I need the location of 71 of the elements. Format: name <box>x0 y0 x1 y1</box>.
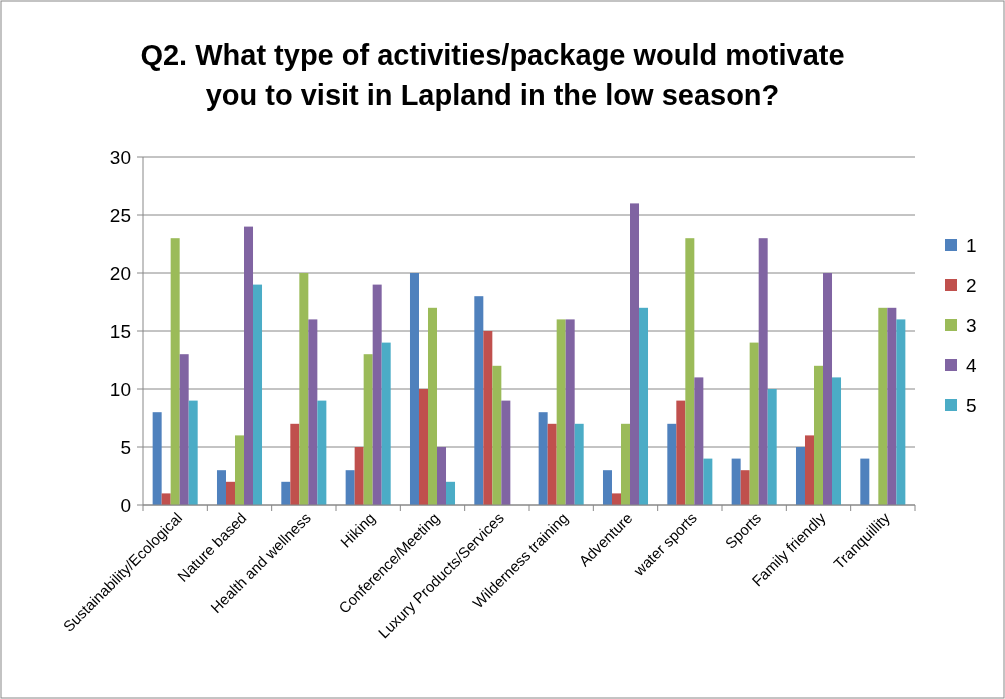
bar <box>354 447 364 505</box>
bar <box>244 226 254 505</box>
bar <box>317 400 327 505</box>
bar <box>731 458 741 505</box>
bar <box>896 319 906 505</box>
bar <box>188 400 198 505</box>
legend-label: 4 <box>966 354 977 376</box>
bar <box>235 435 244 505</box>
bar <box>281 481 291 505</box>
bar <box>814 365 823 505</box>
y-tick-label: 15 <box>109 320 131 342</box>
bar <box>474 296 484 505</box>
bar <box>152 412 162 505</box>
y-tick-label: 20 <box>109 262 131 284</box>
bar <box>446 481 456 505</box>
bar <box>538 412 548 505</box>
bar <box>428 307 437 505</box>
bar <box>703 458 713 505</box>
bar <box>823 273 833 505</box>
bar <box>372 284 382 505</box>
bar <box>437 447 447 505</box>
y-tick-label: 10 <box>109 378 131 400</box>
bar <box>170 238 180 505</box>
bar <box>639 307 649 505</box>
bar <box>161 493 171 505</box>
y-tick-label: 30 <box>109 146 131 168</box>
bar <box>795 447 805 505</box>
bar <box>611 493 621 505</box>
bar <box>565 319 575 505</box>
bar <box>501 400 511 505</box>
chart-title: Q2. What type of activities/package would motivate you to visit in Lapland in the low season? <box>140 39 845 111</box>
bar <box>860 458 870 505</box>
legend-label: 3 <box>966 314 977 336</box>
bar <box>253 284 263 505</box>
bar <box>630 203 640 505</box>
y-tick-label: 25 <box>109 204 131 226</box>
bar <box>483 331 493 505</box>
bar <box>749 342 759 505</box>
legend-label: 2 <box>966 274 977 296</box>
bar <box>547 423 557 505</box>
bar <box>667 423 677 505</box>
bar <box>832 377 842 505</box>
bar <box>574 423 584 505</box>
bar <box>299 273 309 505</box>
bar <box>290 423 300 505</box>
bar <box>621 423 630 505</box>
bar <box>492 365 502 505</box>
bar <box>556 319 566 505</box>
legend-label: 1 <box>966 234 977 256</box>
bar <box>418 389 428 505</box>
bar <box>345 470 355 505</box>
bar <box>676 400 686 505</box>
bar <box>216 470 226 505</box>
bar <box>179 354 189 505</box>
bar <box>740 470 750 505</box>
legend-label: 5 <box>966 394 977 416</box>
bar <box>602 470 612 505</box>
bar <box>694 377 704 505</box>
bar <box>381 342 391 505</box>
bar <box>887 307 897 505</box>
bar <box>878 307 888 505</box>
bar <box>225 481 235 505</box>
bar <box>363 354 373 505</box>
bar <box>685 238 695 505</box>
y-tick-label: 0 <box>120 494 131 516</box>
bar <box>804 435 814 505</box>
bar <box>758 238 768 505</box>
y-tick-label: 5 <box>120 436 131 458</box>
bar <box>409 273 419 505</box>
bar <box>767 389 777 505</box>
bar <box>308 319 318 505</box>
